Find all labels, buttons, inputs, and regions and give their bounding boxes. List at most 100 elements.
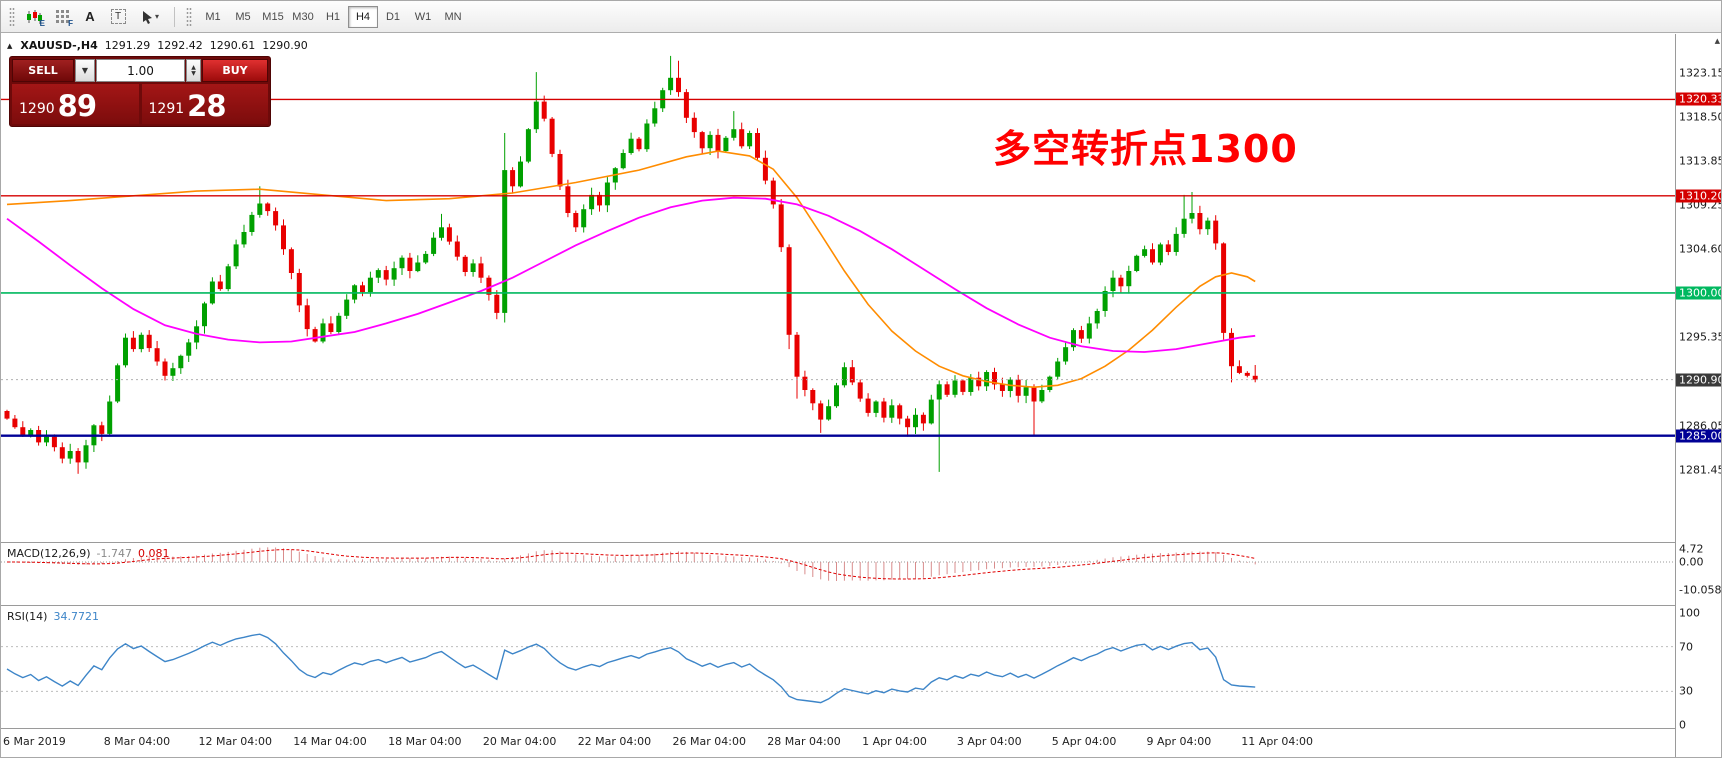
price-level-tag: 1290.90: [1676, 373, 1721, 387]
price-axis-tick: 1318.50: [1679, 110, 1722, 124]
rsi-axis-tick: 0: [1679, 718, 1686, 732]
price-axis-tick: 1304.60: [1679, 242, 1722, 256]
rsi-axis-tick: 100: [1679, 606, 1700, 620]
buy-price-main: 1291: [148, 101, 185, 117]
time-axis-label: 22 Mar 04:00: [577, 735, 652, 748]
macd-axis-tick: 0.00: [1679, 555, 1704, 569]
dropdown-caret-icon: ▼: [81, 66, 89, 75]
price-axis-tick: 1323.15: [1679, 66, 1722, 80]
volume-dropdown[interactable]: ▼: [75, 59, 95, 82]
time-axis-label: 28 Mar 04:00: [767, 735, 841, 748]
timeframe-button-m15[interactable]: M15: [258, 6, 288, 28]
price-pane: ▲ XAUUSD-,H4 1291.29 1292.42 1290.61 129…: [1, 34, 1675, 542]
time-axis-label: 14 Mar 04:00: [293, 735, 367, 748]
one-click-trading-panel: SELL ▼ 1.00 ▲ ▼ BUY 1290 89 1291 28: [9, 56, 271, 127]
time-axis-label: 20 Mar 04:00: [482, 735, 557, 748]
timeframe-button-m30[interactable]: M30: [288, 6, 318, 28]
price-level-tag: 1285.00: [1676, 429, 1721, 443]
macd-signal-value: 0.081: [138, 547, 170, 560]
toolbar-gripper[interactable]: [186, 6, 192, 27]
price-axis-tick: 1295.35: [1679, 330, 1722, 344]
rsi-value: 34.7721: [53, 610, 99, 623]
sell-price-main: 1290: [19, 101, 55, 117]
letter-a-glyph: A: [85, 9, 95, 24]
scroll-up-icon[interactable]: ▲: [1714, 37, 1720, 45]
price-axis[interactable]: ▲ 1323.15 1318.50 1313.85 1309.25 1304.60 129…: [1675, 34, 1722, 757]
price-level-tag: 1300.00: [1676, 286, 1721, 300]
bar-low-value: 1290.61: [209, 39, 256, 52]
toolbar-separator: [174, 6, 175, 27]
mini-candles-glyph: [26, 9, 42, 24]
chart-annotation-text: 多空转折点1300: [993, 127, 1298, 171]
candlestick-chart-icon[interactable]: E: [21, 5, 47, 29]
macd-chart-canvas[interactable]: [1, 543, 1675, 605]
spinner-down-icon: ▼: [191, 69, 196, 77]
macd-name: MACD(12,26,9): [7, 547, 91, 560]
time-axis-label: 26 Mar 04:00: [672, 735, 746, 748]
time-axis-label: 12 Mar 04:00: [198, 735, 272, 748]
volume-input[interactable]: 1.00: [96, 59, 185, 82]
timeframe-button-d1[interactable]: D1: [378, 6, 408, 28]
time-axis-label: 9 Apr 04:00: [1146, 735, 1212, 748]
rsi-axis-tick: 30: [1679, 684, 1693, 698]
symbol-marker-icon: ▲: [7, 41, 13, 50]
chart-header: ▲ XAUUSD-,H4 1291.29 1292.42 1290.61 129…: [7, 39, 308, 52]
sell-button[interactable]: SELL: [12, 59, 74, 82]
buy-button[interactable]: BUY: [202, 59, 268, 82]
rsi-axis-tick: 70: [1679, 640, 1693, 654]
dot-grid-icon[interactable]: F: [49, 5, 75, 29]
time-axis-label: 18 Mar 04:00: [388, 735, 462, 748]
time-axis-label: 6 Mar 2019: [3, 735, 66, 748]
icon-badge: E: [39, 18, 45, 28]
time-axis-label: 8 Mar 04:00: [103, 735, 171, 748]
sell-price-display[interactable]: 1290 89: [12, 84, 139, 124]
symbol-period-label: XAUUSD-,H4: [20, 39, 98, 52]
timeframe-button-h1[interactable]: H1: [318, 6, 348, 28]
volume-spinner[interactable]: ▲ ▼: [186, 59, 201, 82]
price-level-tag: 1320.33: [1676, 92, 1721, 106]
macd-label: MACD(12,26,9) -1.747 0.081: [7, 547, 170, 560]
timeframe-button-w1[interactable]: W1: [408, 6, 438, 28]
time-axis-label: 3 Apr 04:00: [956, 735, 1022, 748]
price-axis-tick: 1281.45: [1679, 463, 1722, 477]
time-axis-label: 11 Apr 04:00: [1241, 735, 1314, 748]
grid-glyph: [55, 10, 69, 23]
price-axis-tick: 1313.85: [1679, 154, 1722, 168]
icon-badge: F: [68, 18, 73, 28]
bar-open-value: 1291.29: [104, 39, 151, 52]
rsi-pane: RSI(14) 34.7721: [1, 605, 1675, 728]
rsi-label: RSI(14) 34.7721: [7, 610, 99, 623]
sell-price-pips: 89: [57, 89, 97, 123]
price-level-tag: 1310.20: [1676, 189, 1721, 203]
toolbar-gripper[interactable]: [9, 6, 15, 27]
toolbar: E F A T ▾ M1 M5 M15 M30 H1 H: [1, 1, 1721, 33]
macd-main-value: -1.747: [96, 547, 133, 560]
timeframe-toolbar: M1 M5 M15 M30 H1 H4 D1 W1 MN: [198, 5, 468, 28]
buy-price-pips: 28: [187, 89, 226, 123]
rsi-name: RSI(14): [7, 610, 48, 623]
spinner-up-icon: ▲: [191, 63, 196, 71]
macd-axis-tick: -10.058: [1679, 583, 1722, 597]
timeframe-button-mn[interactable]: MN: [438, 6, 468, 28]
cursor-tool-icon[interactable]: ▾: [133, 5, 167, 29]
time-axis-label: 1 Apr 04:00: [862, 735, 927, 748]
timeframe-button-h4[interactable]: H4: [348, 5, 378, 28]
timeframe-button-m1[interactable]: M1: [198, 6, 228, 28]
cursor-glyph: [142, 10, 152, 24]
boxed-t-glyph: T: [110, 9, 126, 24]
timeframe-button-m5[interactable]: M5: [228, 6, 258, 28]
macd-axis-tick: 4.72: [1679, 542, 1704, 556]
macd-pane: MACD(12,26,9) -1.747 0.081: [1, 542, 1675, 605]
price-axis-tick: 1286.05: [1679, 419, 1722, 433]
time-axis[interactable]: 6 Mar 2019 8 Mar 04:00 12 Mar 04:00 14 Mar …: [1, 728, 1675, 757]
dropdown-caret-icon: ▾: [154, 12, 159, 21]
textbox-tool-icon[interactable]: T: [105, 5, 131, 29]
price-chart-canvas[interactable]: [1, 34, 1675, 542]
bar-high-value: 1292.42: [157, 39, 203, 52]
bar-close-value: 1290.90: [262, 39, 308, 52]
buy-price-display[interactable]: 1291 28: [141, 84, 268, 124]
rsi-chart-canvas[interactable]: [1, 606, 1675, 728]
time-axis-label: 5 Apr 04:00: [1051, 735, 1117, 748]
text-annotation-icon[interactable]: A: [77, 5, 103, 29]
